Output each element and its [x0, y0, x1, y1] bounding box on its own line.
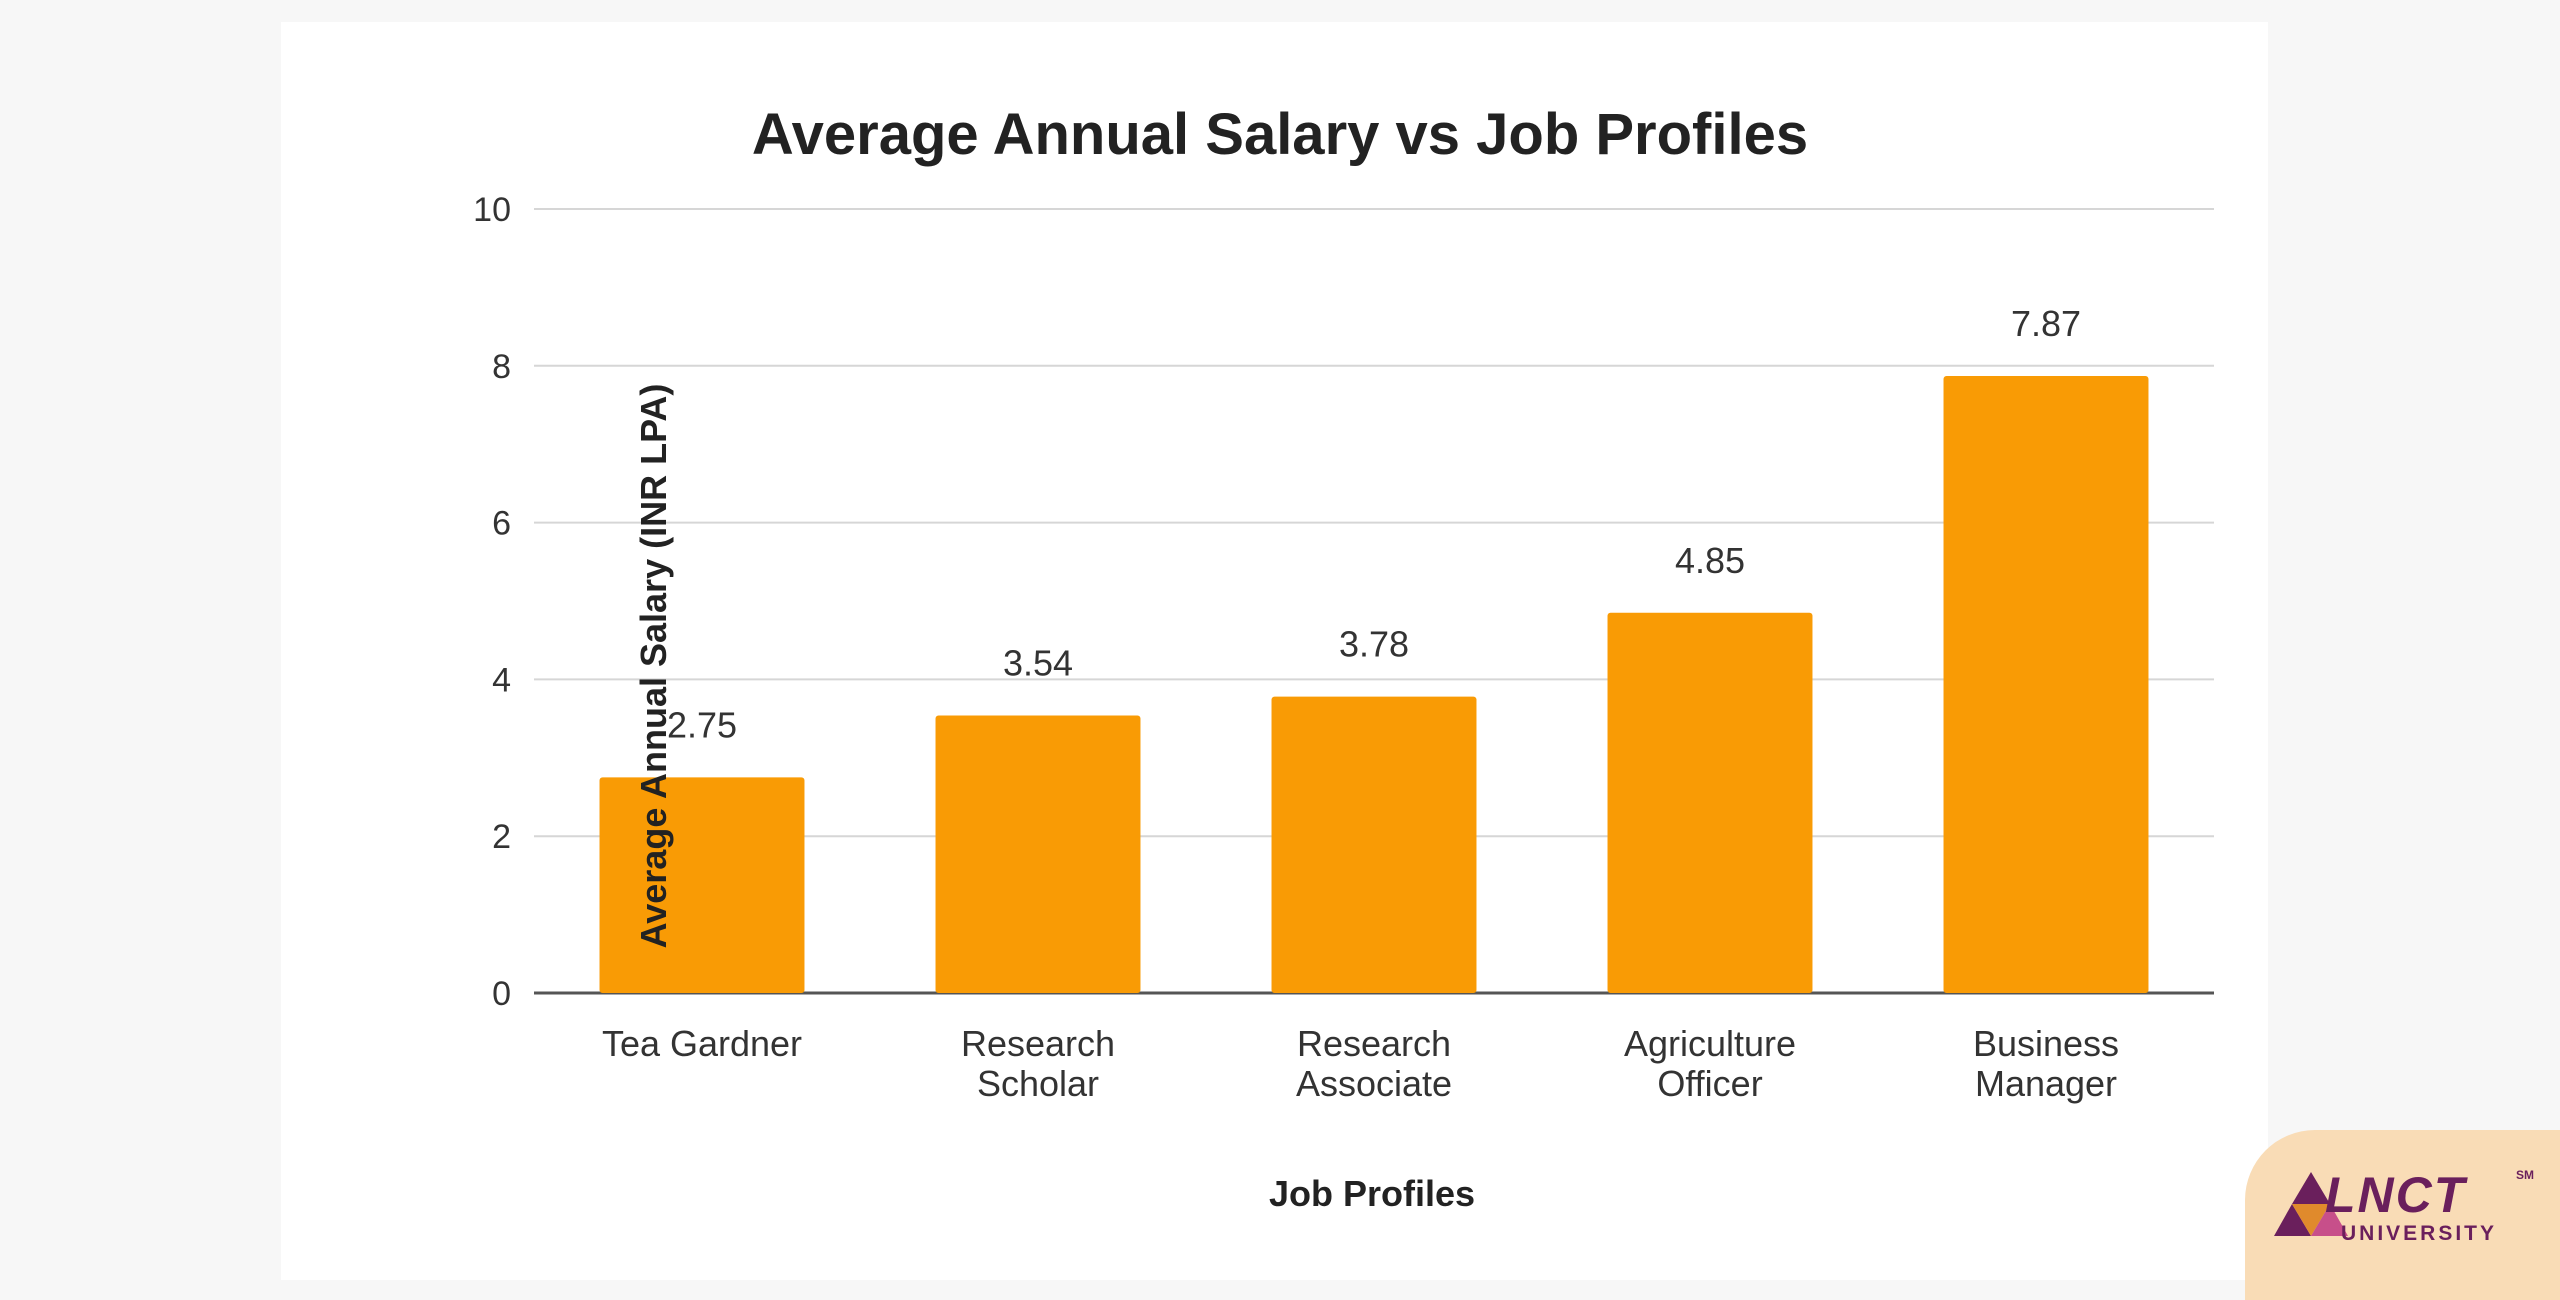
x-tick-label: Associate	[1296, 1063, 1452, 1104]
x-tick-label: Research	[961, 1023, 1115, 1064]
data-label: 7.87	[2011, 303, 2081, 344]
y-tick-labels: 0 2 4 6 8 10	[473, 191, 511, 1013]
logo-service-mark: SM	[2516, 1168, 2534, 1182]
gridlines	[534, 208, 2214, 995]
y-tick-label: 2	[492, 818, 511, 856]
bar	[1271, 696, 1477, 993]
y-tick-label: 10	[473, 191, 511, 229]
x-tick-label: Manager	[1975, 1063, 2117, 1104]
chart-title: Average Annual Salary vs Job Profiles	[752, 102, 1808, 167]
logo-subtitle: UNIVERSITY	[2341, 1222, 2497, 1245]
x-tick-label: Officer	[1657, 1063, 1762, 1104]
x-tick-labels: Tea Gardner ResearchScholarResearchAssoci…	[602, 1023, 2119, 1104]
bar	[935, 715, 1141, 993]
x-tick-label: Business	[1973, 1023, 2119, 1064]
bar	[1607, 612, 1813, 993]
bar	[1943, 375, 2149, 993]
lnct-university-logo: LNCT SM UNIVERSITY	[2245, 1130, 2560, 1300]
x-tick-label: Scholar	[977, 1063, 1099, 1104]
x-tick-label: Agriculture	[1624, 1023, 1796, 1064]
y-tick-label: 0	[492, 975, 511, 1013]
y-tick-label: 6	[492, 505, 511, 543]
bar-chart: Average Annual Salary vs Job Profiles 2.…	[473, 102, 2214, 1214]
data-label: 3.78	[1339, 624, 1409, 665]
x-tick-label: Tea Gardner	[602, 1023, 802, 1064]
data-label: 3.54	[1003, 642, 1073, 683]
y-tick-label: 8	[492, 348, 511, 386]
chart-panel: Average Annual Salary vs Job Profiles 2.…	[281, 22, 2268, 1280]
bars: 2.75 3.54 3.78 4.85 7.87	[599, 303, 2149, 993]
logo-triangle-icon	[2274, 1172, 2348, 1236]
y-axis-label: Average Annual Salary (INR LPA)	[633, 384, 674, 949]
x-tick-label: Research	[1297, 1023, 1451, 1064]
data-label: 4.85	[1675, 540, 1745, 581]
x-axis-label: Job Profiles	[1269, 1173, 1475, 1214]
bar	[599, 777, 805, 993]
logo-wordmark: LNCT	[2325, 1167, 2469, 1223]
y-tick-label: 4	[492, 661, 511, 699]
data-label: 2.75	[667, 704, 737, 745]
